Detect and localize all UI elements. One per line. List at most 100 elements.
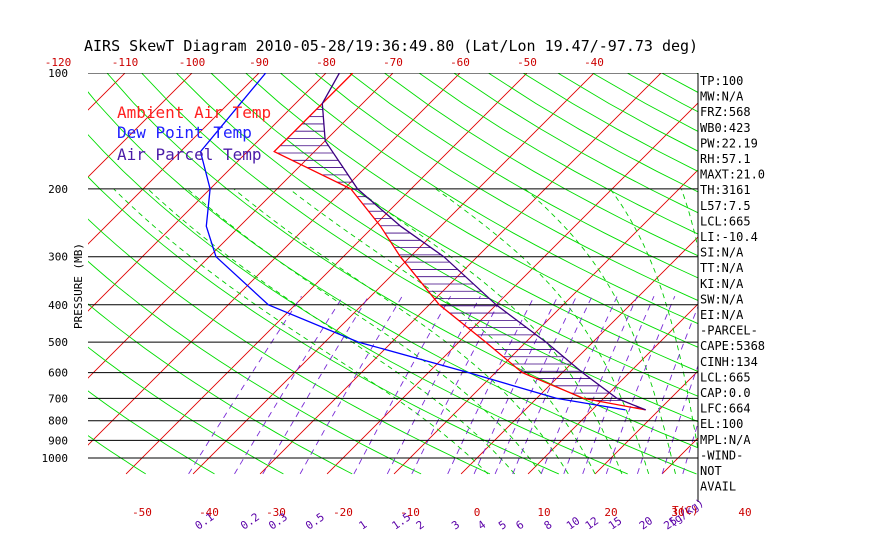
- index-item: MAXT:21.0: [700, 168, 765, 182]
- mixing-ratio-label: 3: [449, 518, 462, 532]
- dry-adiabat: [279, 73, 698, 325]
- x-tick-label-bottom: 20: [604, 506, 617, 519]
- isotherm: [0, 46, 18, 474]
- dry-adiabat: [88, 176, 559, 475]
- x-tick-label-top: -110: [112, 56, 139, 69]
- y-tick-label: 600: [48, 367, 68, 380]
- dry-adiabat: [88, 303, 353, 475]
- mixing-ratio-line: [234, 295, 344, 475]
- isotherm: [393, 169, 698, 475]
- moist-adiabat: [289, 188, 596, 475]
- mixing-ratio-label: 12: [583, 514, 601, 532]
- y-tick-label: 1000: [42, 452, 69, 465]
- isotherm: [594, 370, 698, 475]
- index-item: LFC:664: [700, 402, 751, 416]
- x-tick-label-bottom: -50: [132, 506, 152, 519]
- x-tick-label-bottom: 40: [738, 506, 751, 519]
- profile-air-parcel-temp: [321, 73, 646, 411]
- index-item: CAPE:5368: [700, 339, 765, 353]
- isotherm: [527, 303, 698, 475]
- moist-adiabat: [355, 188, 623, 475]
- y-tick-label: 700: [48, 392, 68, 405]
- x-tick-label-bottom: -20: [333, 506, 353, 519]
- index-item: LCL:665: [700, 370, 751, 384]
- x-tick-label-bottom: 0: [474, 506, 481, 519]
- index-item: -PARCEL-: [700, 324, 758, 338]
- dry-adiabat: [314, 73, 698, 301]
- dry-adiabat: [88, 435, 146, 475]
- y-tick-label: 800: [48, 415, 68, 428]
- dry-adiabat-lines: [88, 73, 698, 475]
- index-item: TH:3161: [700, 183, 751, 197]
- mixing-ratio-line: [411, 295, 503, 475]
- mixing-ratio-line: [582, 296, 655, 475]
- dry-adiabat: [88, 218, 491, 475]
- dry-adiabat: [175, 73, 698, 397]
- mixing-ratio-label: 20: [637, 514, 655, 532]
- index-item: RH:57.1: [700, 152, 751, 166]
- y-axis-label: PRESSURE (MB): [72, 243, 85, 329]
- mixing-ratio-label: 5: [496, 518, 509, 532]
- index-item: MPL:N/A: [700, 433, 751, 447]
- index-item: KI:N/A: [700, 277, 744, 291]
- isotherm: [88, 73, 327, 312]
- mixing-ratio-label: 15: [606, 514, 624, 532]
- dry-adiabat: [522, 73, 698, 172]
- isotherm: [125, 73, 528, 475]
- dry-adiabat: [245, 73, 698, 348]
- isotherm: [326, 102, 698, 475]
- isotherm: [192, 73, 595, 475]
- mixing-ratio-label: 4: [475, 518, 488, 533]
- mixing-ratio-label: 10: [564, 514, 582, 532]
- index-item: TP:100: [700, 74, 743, 88]
- cape-hatch-area: [277, 108, 641, 409]
- y-tick-labels: 100 200 300 400 500 600 700 800 900 1000: [42, 67, 69, 465]
- legend-ambient-air-temp: Ambient Air Temp: [117, 103, 271, 122]
- index-item: TT:N/A: [700, 261, 744, 275]
- moist-adiabat: [147, 188, 516, 475]
- index-item: WB0:423: [700, 121, 751, 135]
- x-tick-label-top: -80: [316, 56, 336, 69]
- index-item: FRZ:568: [700, 105, 751, 119]
- x-tick-labels-top: -120 -110 -100 -90 -80 -70 -60 -50 -40: [45, 56, 604, 69]
- x-tick-label-bottom: -30: [266, 506, 286, 519]
- x-tick-labels-bottom: -50 -40 -30 -20 -10 0 10 20 30 40: [132, 506, 752, 519]
- index-item: EI:N/A: [700, 308, 744, 322]
- mixing-ratio-line: [661, 364, 698, 475]
- moist-adiabat: [609, 188, 698, 453]
- y-tick-label: 100: [48, 67, 68, 80]
- index-item: PW:22.19: [700, 136, 758, 150]
- isotherm: [259, 73, 662, 475]
- index-item: -WIND-: [700, 448, 743, 462]
- dry-adiabat: [383, 73, 698, 257]
- moist-adiabat: [233, 188, 569, 475]
- index-item: SW:N/A: [700, 292, 744, 306]
- dry-adiabat: [88, 134, 628, 475]
- dry-adiabat: [88, 390, 215, 475]
- mixing-ratio-line: [540, 296, 618, 475]
- index-item: SI:N/A: [700, 246, 744, 260]
- y-tick-label: 200: [48, 183, 68, 196]
- moist-adiabat: [524, 188, 676, 475]
- dry-adiabat: [106, 73, 698, 449]
- moist-adiabat-lines: [113, 188, 698, 475]
- x-tick-label-top: -40: [584, 56, 604, 69]
- dry-adiabat: [210, 73, 698, 372]
- mixing-ratio-label: 0.2: [238, 510, 262, 532]
- mixing-ratio-label: 1: [356, 518, 369, 532]
- isotherm: [88, 73, 461, 446]
- dry-adiabat: [349, 73, 698, 279]
- profile-series: [199, 73, 646, 411]
- legend: Ambient Air Temp Dew Point Temp Air Parc…: [117, 103, 271, 164]
- mixing-ratio-line: [605, 296, 676, 475]
- mixing-ratio-line: [262, 295, 369, 475]
- dry-adiabat: [88, 346, 284, 475]
- index-item: LI:-10.4: [700, 230, 758, 244]
- x-tick-label-bottom: -40: [199, 506, 219, 519]
- x-tick-label-top: -100: [179, 56, 206, 69]
- y-tick-label: 300: [48, 251, 68, 264]
- index-item: AVAIL: [700, 480, 736, 494]
- index-item: L57:7.5: [700, 199, 751, 213]
- mixing-ratio-line: [636, 305, 698, 475]
